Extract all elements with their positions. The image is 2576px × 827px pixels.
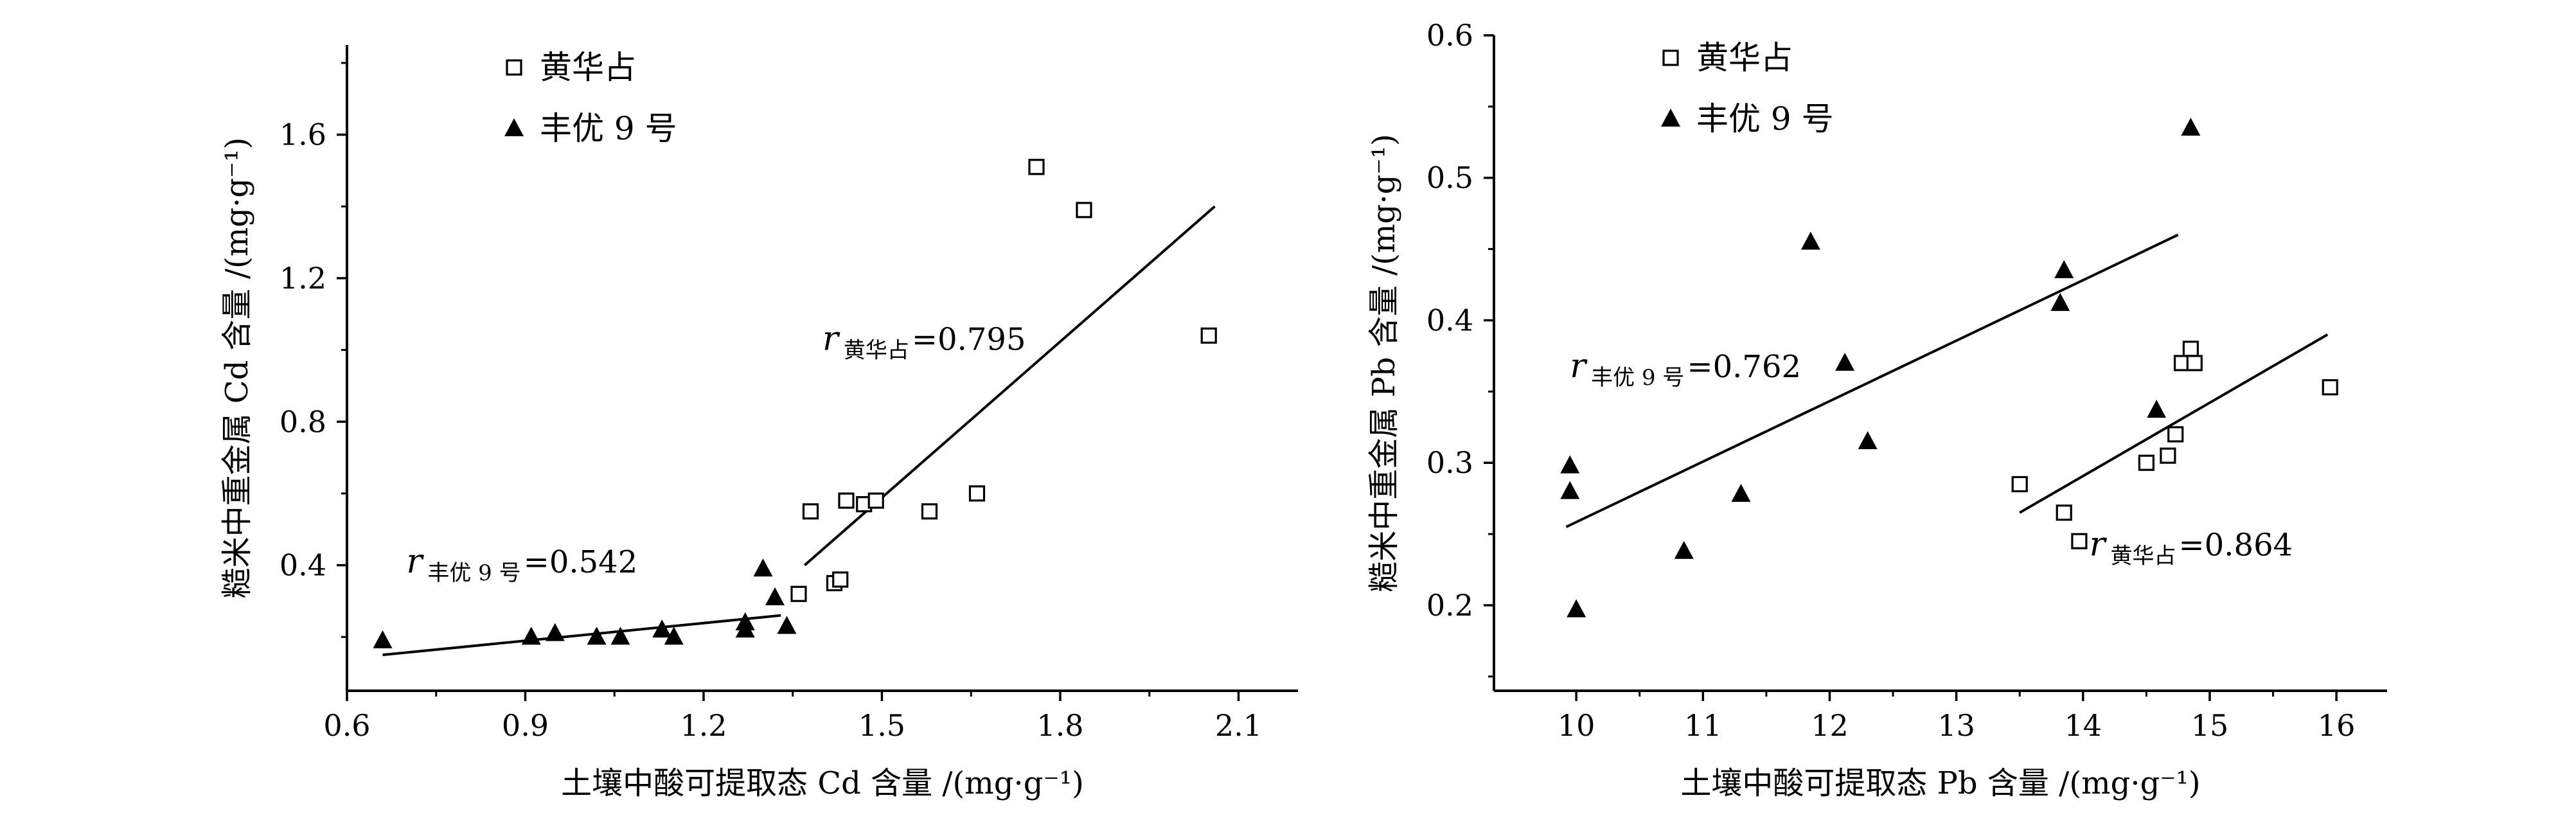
pb-point-fengyou9 — [1835, 353, 1855, 371]
pb-point-fengyou9 — [1858, 431, 1878, 449]
pb-point-huanghuazhan — [2186, 355, 2203, 371]
cd-point-fengyou9 — [652, 619, 672, 638]
pb-y-tick-label: 0.5 — [1426, 161, 1473, 195]
cd-point-huanghuazhan — [921, 503, 938, 520]
cd-y-tick-label: 1.2 — [280, 261, 326, 296]
cd-point-fengyou9 — [587, 627, 607, 645]
pb-point-fengyou9 — [2181, 118, 2201, 136]
cd-point-huanghuazhan — [832, 571, 849, 588]
pb-legend-square-marker — [1662, 49, 1679, 66]
cd-x-tick-label: 0.9 — [502, 708, 549, 743]
cd-point-fengyou9 — [765, 587, 785, 605]
cd-x-tick-label: 1.2 — [680, 708, 727, 743]
pb-point-fengyou9 — [1560, 481, 1580, 499]
pb-y-tick-label: 0.3 — [1426, 445, 1473, 480]
cd-y-tick-label: 0.4 — [280, 548, 326, 583]
cd-point-huanghuazhan — [1028, 159, 1045, 175]
pb-x-tick-label: 12 — [1811, 708, 1849, 743]
pb-point-fengyou9 — [2054, 260, 2074, 278]
correlation-value: =0.864 — [2179, 527, 2293, 563]
pb-correlation-label-huanghuazhan: r 黄华占=0.864 — [2090, 525, 2293, 569]
pb-point-huanghuazhan — [2167, 426, 2184, 443]
correlation-r-symbol: r — [407, 542, 425, 581]
cd-legend-label-huanghuazhan: 黄华占 — [540, 49, 636, 86]
pb-point-huanghuazhan — [2138, 454, 2154, 471]
correlation-subscript: 丰优 9 号 — [427, 560, 520, 586]
cd-point-huanghuazhan — [968, 485, 986, 502]
pb-point-fengyou9 — [2050, 292, 2070, 311]
correlation-r-symbol: r — [1570, 347, 1588, 386]
pb-x-tick-label: 15 — [2191, 708, 2229, 743]
pb-correlation-label-fengyou9: r 丰优 9 号=0.762 — [1570, 347, 1801, 391]
cd-y-tick-label: 0.8 — [280, 404, 326, 439]
pb-point-fengyou9 — [1674, 540, 1694, 559]
cd-point-fengyou9 — [610, 627, 630, 645]
pb-fit-line-huanghuazhan — [2019, 333, 2329, 514]
correlation-subscript: 黄华占 — [844, 338, 909, 364]
cd-point-fengyou9 — [753, 558, 773, 577]
pb-point-huanghuazhan — [2160, 447, 2176, 464]
cd-point-fengyou9 — [735, 612, 755, 630]
cd-x-tick-label: 1.5 — [858, 708, 905, 743]
pb-legend-triangle-marker — [1661, 109, 1680, 127]
cd-x-tick-label: 1.8 — [1036, 708, 1083, 743]
pb-fit-line-fengyou9 — [1565, 233, 2179, 528]
cd-point-huanghuazhan — [1200, 327, 1217, 344]
correlation-r-symbol: r — [822, 320, 840, 359]
pb-x-tick-label: 13 — [1937, 708, 1975, 743]
cd-fit-line-fengyou9 — [382, 614, 781, 657]
pb-x-tick-label: 16 — [2318, 708, 2356, 743]
pb-point-fengyou9 — [1560, 455, 1580, 474]
pb-x-tick-label: 14 — [2065, 708, 2102, 743]
pb-legend-label-huanghuazhan: 黄华占 — [1696, 39, 1793, 76]
pb-point-fengyou9 — [1800, 231, 1820, 250]
pb-scatter-panel: 10 11 12 13 14 15 16 0.2 0.3 0.4 0.5 0.6 土壤中酸可提取态 Pb… — [1366, 18, 2387, 801]
cd-y-tick-label: 1.6 — [280, 118, 326, 152]
cd-point-fengyou9 — [664, 627, 684, 645]
cd-x-tick-label: 2.1 — [1215, 708, 1262, 743]
cd-x-axis-title: 土壤中酸可提取态 Cd 含量 /(mg·g⁻¹) — [561, 765, 1084, 801]
correlation-subscript: 黄华占 — [2111, 543, 2176, 569]
cd-y-axis-title: 糙米中重金属 Cd 含量 /(mg·g⁻¹) — [219, 138, 255, 599]
cd-point-huanghuazhan — [838, 492, 855, 509]
pb-legend-label-fengyou9: 丰优 9 号 — [1696, 100, 1834, 138]
cd-legend-label-fengyou9: 丰优 9 号 — [540, 110, 677, 147]
cd-point-huanghuazhan — [1076, 202, 1092, 218]
correlation-value: =0.542 — [524, 544, 638, 580]
pb-point-huanghuazhan — [2182, 341, 2199, 357]
cd-x-tick-label: 0.6 — [323, 708, 370, 743]
pb-x-tick-label: 11 — [1684, 708, 1722, 743]
cd-point-fengyou9 — [521, 627, 541, 645]
cd-legend-square-marker — [506, 59, 522, 76]
pb-y-tick-label: 0.4 — [1426, 303, 1473, 337]
pb-point-huanghuazhan — [2056, 504, 2072, 521]
cd-point-huanghuazhan — [790, 585, 807, 602]
cd-correlation-label-huanghuazhan: r 黄华占=0.795 — [822, 320, 1026, 364]
pb-x-tick-label: 10 — [1558, 708, 1595, 743]
cd-correlation-label-fengyou9: r 丰优 9 号=0.542 — [407, 542, 638, 586]
pb-point-huanghuazhan — [2322, 379, 2338, 396]
pb-point-fengyou9 — [2147, 400, 2167, 418]
cd-point-fengyou9 — [777, 616, 797, 634]
cd-point-huanghuazhan — [802, 503, 819, 520]
correlation-subscript: 丰优 9 号 — [1591, 365, 1684, 391]
correlation-value: =0.795 — [912, 322, 1026, 358]
pb-point-huanghuazhan — [2071, 533, 2088, 549]
pb-y-tick-label: 0.2 — [1426, 588, 1473, 623]
pb-y-axis-title: 糙米中重金属 Pb 含量 /(mg·g⁻¹) — [1366, 134, 1402, 592]
cd-scatter-panel: 0.6 0.9 1.2 1.5 1.8 2.1 0.4 0.8 1.2 1.6 土壤中酸可提取态 C… — [219, 45, 1298, 801]
pb-point-huanghuazhan — [2011, 476, 2028, 493]
cd-point-fengyou9 — [373, 630, 393, 648]
pb-point-fengyou9 — [1731, 484, 1751, 502]
pb-x-axis-title: 土壤中酸可提取态 Pb 含量 /(mg·g⁻¹) — [1680, 765, 2200, 801]
cd-point-fengyou9 — [545, 623, 565, 641]
pb-y-tick-label: 0.6 — [1426, 18, 1473, 53]
correlation-r-symbol: r — [2090, 525, 2108, 564]
cd-legend-triangle-marker — [504, 118, 524, 136]
pb-point-fengyou9 — [1567, 599, 1586, 618]
correlation-value: =0.762 — [1687, 349, 1801, 385]
cd-point-huanghuazhan — [867, 492, 884, 509]
